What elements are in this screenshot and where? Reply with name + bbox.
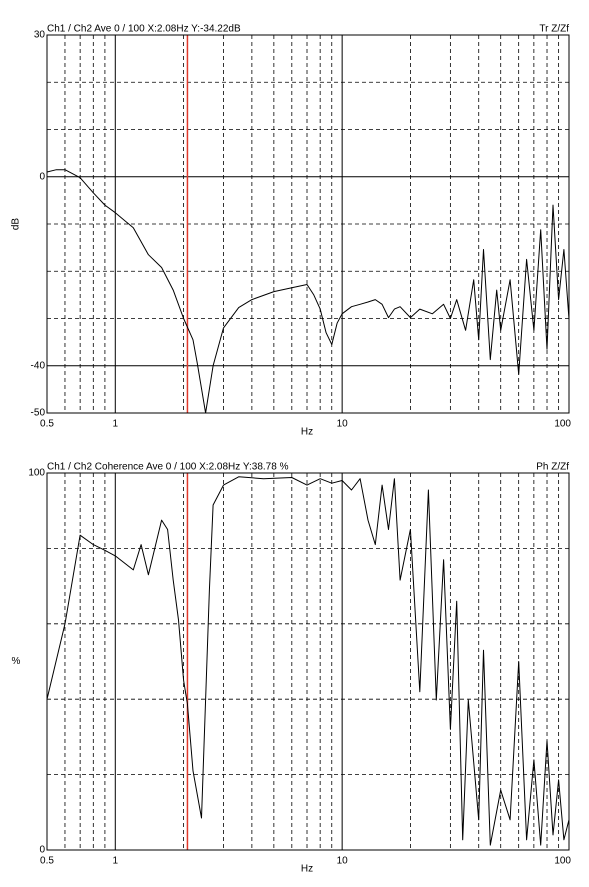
- x-tick-label: 100: [554, 856, 571, 867]
- x-tick-label: 1: [113, 856, 119, 867]
- y-tick-label: -50: [31, 408, 46, 419]
- y-tick-label: -40: [31, 360, 46, 371]
- plot-frame: [46, 472, 570, 851]
- chart-title: Ch1 / Ch2 Ave 0 / 100 X:2.08Hz Y:-34.22d…: [47, 24, 241, 35]
- y-axis-label: %: [12, 656, 21, 667]
- x-tick-label: 10: [337, 419, 349, 430]
- x-tick-label: 0.5: [40, 419, 54, 430]
- y-tick-label: 0: [39, 171, 45, 182]
- trace-line: [46, 169, 570, 414]
- trace-label: Ph Z/Zf: [536, 462, 569, 473]
- x-tick-label: 1: [113, 419, 119, 430]
- x-axis-label: Hz: [301, 427, 313, 438]
- trace-label: Tr Z/Zf: [539, 24, 569, 35]
- y-axis-label: dB: [11, 218, 22, 231]
- x-tick-label: 100: [554, 419, 571, 430]
- x-axis-label: Hz: [301, 864, 313, 875]
- y-tick-label: 30: [34, 30, 46, 41]
- chart-title: Ch1 / Ch2 Coherence Ave 0 / 100 X:2.08Hz…: [47, 462, 289, 473]
- y-tick-label: 0: [39, 845, 45, 856]
- y-tick-label: 100: [28, 468, 45, 479]
- plot-frame: [46, 34, 570, 414]
- x-tick-label: 10: [337, 856, 349, 867]
- trace-line: [46, 476, 570, 846]
- x-tick-label: 0.5: [40, 856, 54, 867]
